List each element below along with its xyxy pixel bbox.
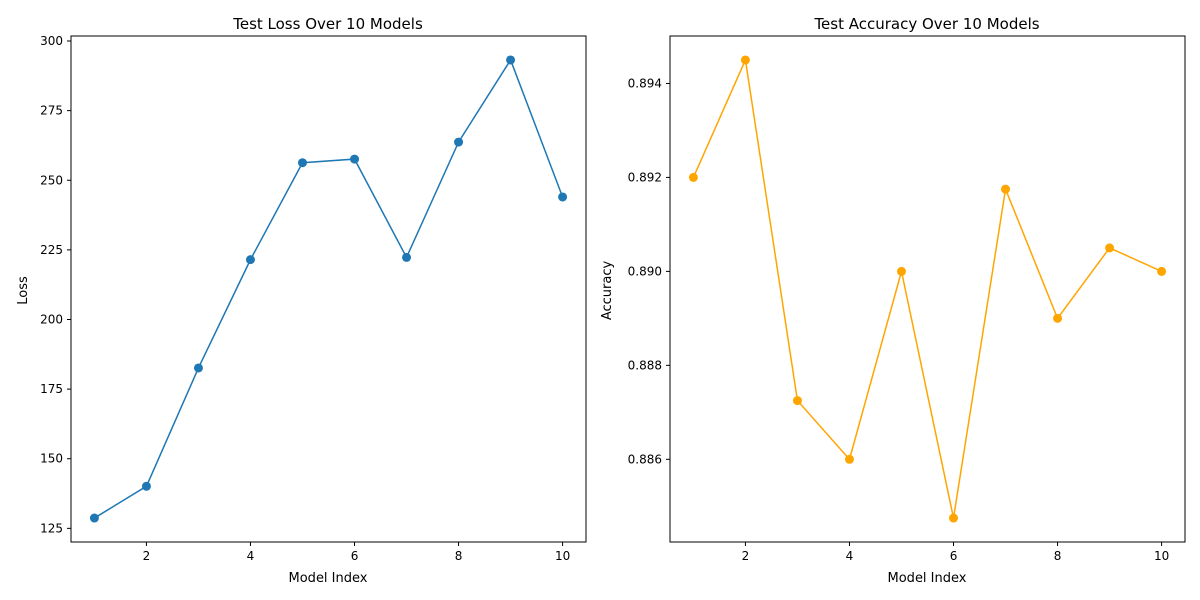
data-point [1157,266,1167,276]
x-axis-label: Model Index [888,571,967,586]
chart-title: Test Loss Over 10 Models [232,15,423,33]
x-tick-label: 10 [555,549,570,563]
data-point [1053,313,1063,323]
y-tick-label: 0.894 [628,76,662,90]
y-axis-label: Loss [16,276,31,305]
data-point [1001,184,1011,194]
data-point [245,255,255,265]
data-point [193,363,203,373]
x-axis-label: Model Index [289,571,368,586]
y-tick-label: 150 [40,452,63,466]
x-tick-label: 8 [1054,549,1062,563]
y-tick-label: 0.892 [628,170,662,184]
plot-frame [70,35,587,543]
x-tick-label: 2 [742,549,750,563]
data-point [506,55,516,65]
x-tick-label: 10 [1154,549,1169,563]
x-tick-label: 6 [351,549,359,563]
y-tick-label: 0.888 [628,358,662,372]
series-line [692,57,1162,519]
data-point [89,513,99,523]
data-point [402,252,412,262]
x-tick-label: 8 [455,549,463,563]
data-point [949,513,959,523]
x-tick-label: 4 [247,549,255,563]
y-axis-label: Accuracy [600,261,615,321]
y-tick-label: 125 [40,521,63,535]
data-point [454,137,464,147]
data-point [350,154,360,164]
data-point [688,172,698,182]
loss-chart: Test Loss Over 10 Models Model Index Los… [16,15,587,586]
y-tick-label: 0.886 [628,452,662,466]
data-point [896,266,906,276]
data-point [740,55,750,65]
series-line [94,58,564,519]
y-tick-label: 275 [40,104,63,118]
x-tick-label: 6 [950,549,958,563]
data-point [1105,243,1115,253]
data-point [558,192,568,202]
x-tick-label: 4 [846,549,854,563]
data-point [141,481,151,491]
data-point [844,454,854,464]
x-tick-label: 2 [143,549,151,563]
data-point [792,396,802,406]
y-tick-label: 225 [40,243,63,257]
y-tick-label: 0.890 [628,264,662,278]
data-point [297,158,307,168]
y-tick-label: 300 [40,34,63,48]
chart-title: Test Accuracy Over 10 Models [813,15,1039,33]
accuracy-chart: Test Accuracy Over 10 Models Model Index… [600,15,1186,586]
y-tick-label: 250 [40,173,63,187]
y-tick-label: 175 [40,382,63,396]
y-tick-label: 200 [40,312,63,326]
plot-frame [669,35,1186,543]
